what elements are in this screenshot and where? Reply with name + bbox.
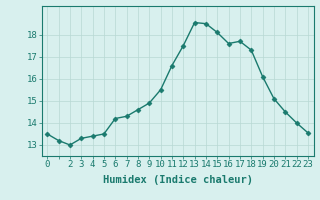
X-axis label: Humidex (Indice chaleur): Humidex (Indice chaleur) (103, 175, 252, 185)
